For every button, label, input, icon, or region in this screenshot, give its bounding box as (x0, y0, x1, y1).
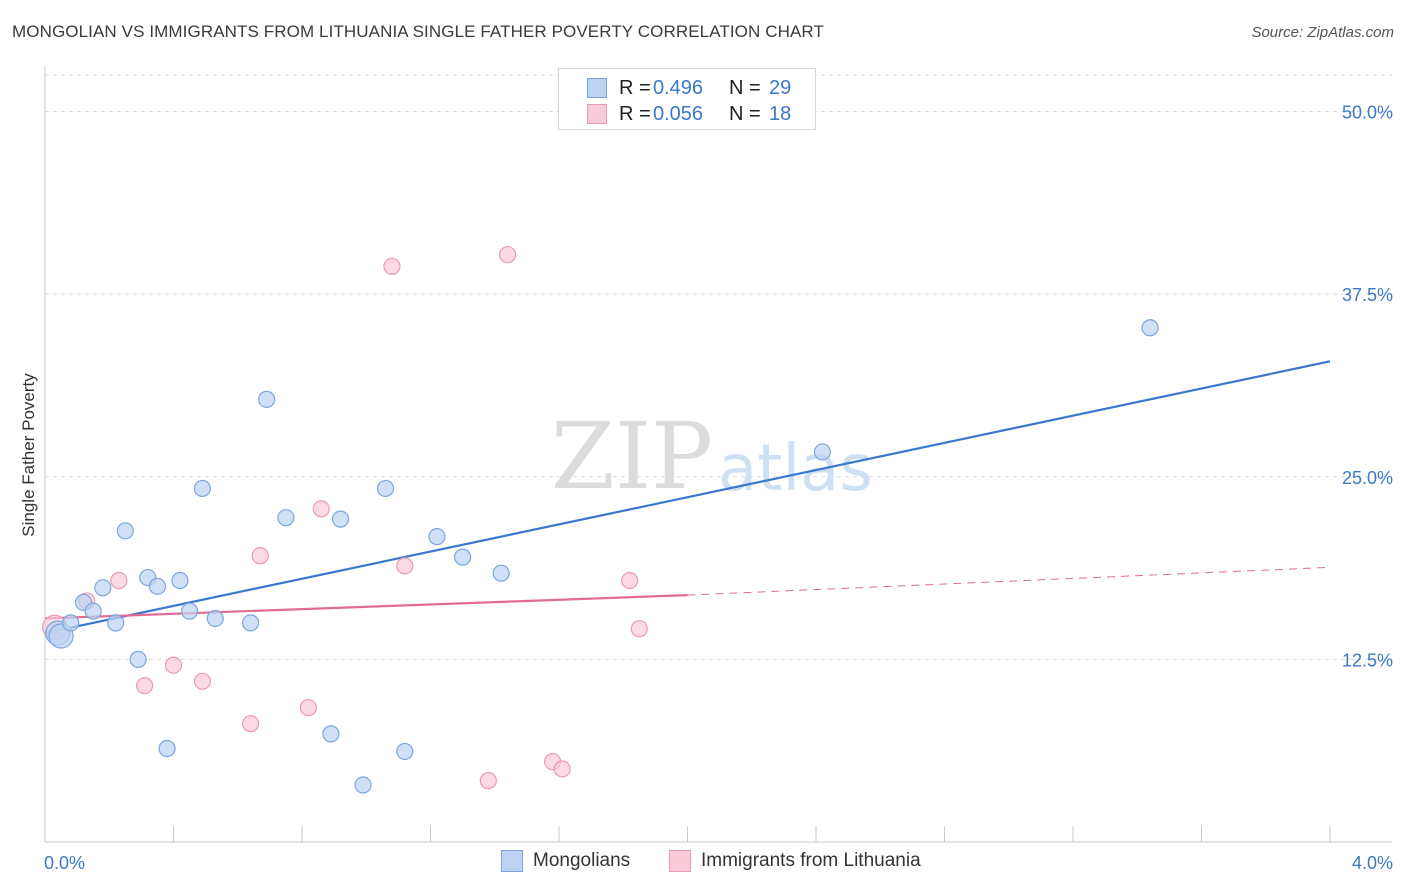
data-point-lithuania (242, 715, 260, 733)
n-value: 18 (769, 102, 792, 125)
data-point-lithuania (499, 246, 517, 264)
data-point-mongolian (62, 614, 80, 632)
data-point-lithuania (630, 620, 648, 638)
data-point-mongolian (331, 510, 350, 528)
chart-title: MONGOLIAN VS IMMIGRANTS FROM LITHUANIA S… (12, 22, 824, 41)
grid-lines (45, 74, 1392, 660)
data-point-lithuania (396, 557, 414, 575)
trend-line-lithuania (44, 593, 688, 620)
data-point-mongolian (148, 577, 167, 595)
watermark: ZIP atlas (551, 403, 873, 510)
data-point-mongolian (354, 776, 372, 794)
data-point-lithuania (164, 656, 183, 674)
data-point-mongolian (84, 602, 102, 620)
data-point-mongolian (94, 579, 112, 597)
y-tick-label: 50.0% (1342, 103, 1393, 123)
data-point-mongolian (277, 509, 295, 527)
n-value: 29 (769, 76, 792, 99)
data-point-mongolian (322, 725, 340, 743)
y-axis-title: Single Father Poverty (19, 373, 38, 537)
pink-swatch-icon (587, 104, 607, 124)
data-point-lithuania (621, 571, 639, 590)
data-point-mongolian (454, 548, 472, 566)
trend-line-mongolians (44, 360, 1331, 635)
legend-label: Mongolians (533, 850, 631, 871)
data-point-lithuania (193, 672, 212, 690)
data-point-mongolian (158, 739, 176, 758)
data-point-mongolian (396, 742, 414, 761)
trend-lines (44, 360, 1331, 635)
x-tick-label: 0.0% (44, 853, 85, 873)
data-point-lithuania (383, 257, 401, 275)
series-legend: Mongolians Immigrants from Lithuania (0, 850, 1406, 878)
data-point-mongolian (376, 479, 395, 498)
y-tick-label: 37.5% (1342, 285, 1393, 305)
r-value: 0.056 (653, 102, 704, 125)
n-label: N = (729, 102, 761, 125)
data-point-mongolian (171, 571, 189, 590)
data-point-mongolian (180, 602, 199, 620)
data-point-lithuania (479, 772, 497, 790)
blue-swatch-icon (587, 78, 607, 98)
n-label: N = (729, 76, 761, 99)
watermark-zip: ZIP (551, 403, 713, 510)
stats-row-lithuania: R = 0.056 N = 18 (587, 101, 791, 127)
data-point-mongolian (258, 390, 276, 408)
y-tick-label: 12.5% (1342, 650, 1393, 670)
legend-item-lithuania[interactable]: Immigrants from Lithuania (669, 850, 921, 872)
data-points (42, 246, 1159, 794)
pink-swatch-icon (669, 850, 691, 872)
data-point-mongolian (206, 609, 224, 628)
r-value: 0.496 (653, 76, 704, 99)
r-label: R = (619, 102, 651, 125)
data-point-lithuania (251, 547, 269, 565)
data-point-mongolian (428, 528, 446, 546)
data-point-mongolian (492, 564, 510, 582)
data-point-mongolian (129, 650, 147, 668)
data-point-mongolian (1141, 319, 1159, 337)
axes (44, 65, 1392, 843)
trend-line-lithuania-extension (687, 566, 1331, 596)
data-point-mongolian (242, 614, 260, 632)
y-tick-label: 25.0% (1342, 468, 1393, 488)
data-point-lithuania (299, 698, 318, 717)
data-point-mongolian (813, 443, 832, 461)
blue-swatch-icon (501, 850, 523, 872)
stats-row-mongolians: R = 0.496 N = 29 (587, 75, 791, 101)
tick-labels: 12.5% 25.0% 37.5% 50.0% 0.0% 4.0% Single Fathe… (19, 103, 1393, 873)
stats-legend: R = 0.496 N = 29 R = 0.056 N = 18 (558, 68, 816, 130)
watermark-atlas: atlas (718, 432, 873, 506)
data-point-lithuania (553, 760, 571, 778)
data-point-mongolian (193, 479, 212, 498)
source-label: Source: ZipAtlas.com (1251, 24, 1394, 41)
data-point-lithuania (110, 571, 128, 590)
data-point-mongolian (107, 614, 125, 632)
legend-item-mongolians[interactable]: Mongolians (501, 850, 630, 872)
data-point-lithuania (135, 677, 154, 695)
data-point-mongolian (116, 522, 134, 540)
x-tick-label: 4.0% (1352, 853, 1393, 873)
r-label: R = (619, 76, 651, 99)
data-point-lithuania (312, 500, 330, 518)
legend-label: Immigrants from Lithuania (701, 850, 921, 871)
